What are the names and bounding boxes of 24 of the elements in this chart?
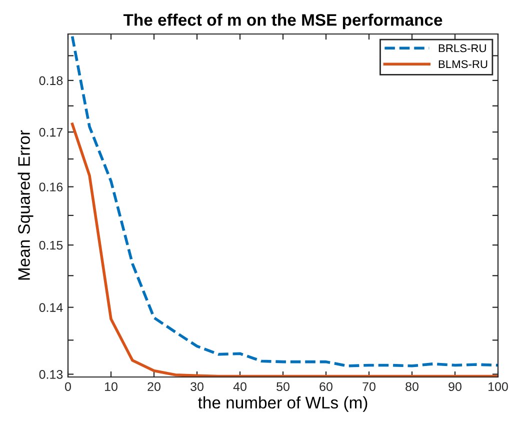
x-tick-label: 30 (190, 382, 204, 392)
y-tick-label: 0.16 (39, 182, 63, 192)
y-tick-label: 0.17 (39, 128, 63, 137)
chart-title: The effect of m on the MSE performance (123, 14, 442, 30)
legend-label: BRLS-RU (438, 44, 486, 52)
legend-label: BLMS-RU (438, 60, 488, 68)
y-tick-label: 0.18 (39, 76, 63, 86)
y-tick-label: 0.15 (39, 240, 63, 250)
x-tick-label: 60 (320, 382, 332, 392)
x-tick-label: 10 (105, 382, 118, 392)
x-tick-label: 100 (488, 382, 508, 392)
x-tick-label: 90 (448, 382, 462, 392)
y-tick-label: 0.14 (39, 303, 63, 312)
x-tick-label: 70 (362, 382, 376, 392)
x-tick-label: 40 (233, 382, 246, 392)
y-tick-label: 0.13 (39, 370, 63, 379)
x-tick-label: 20 (148, 382, 160, 392)
x-tick-label: 80 (406, 382, 418, 392)
line-series (70, 34, 498, 368)
y-axis-title: Mean Squared Error (18, 130, 34, 280)
line-series (70, 122, 498, 377)
x-tick-label: 0 (65, 382, 71, 392)
x-tick-label: 50 (276, 382, 290, 392)
x-axis-title: the number of WLs (m) (198, 396, 368, 412)
